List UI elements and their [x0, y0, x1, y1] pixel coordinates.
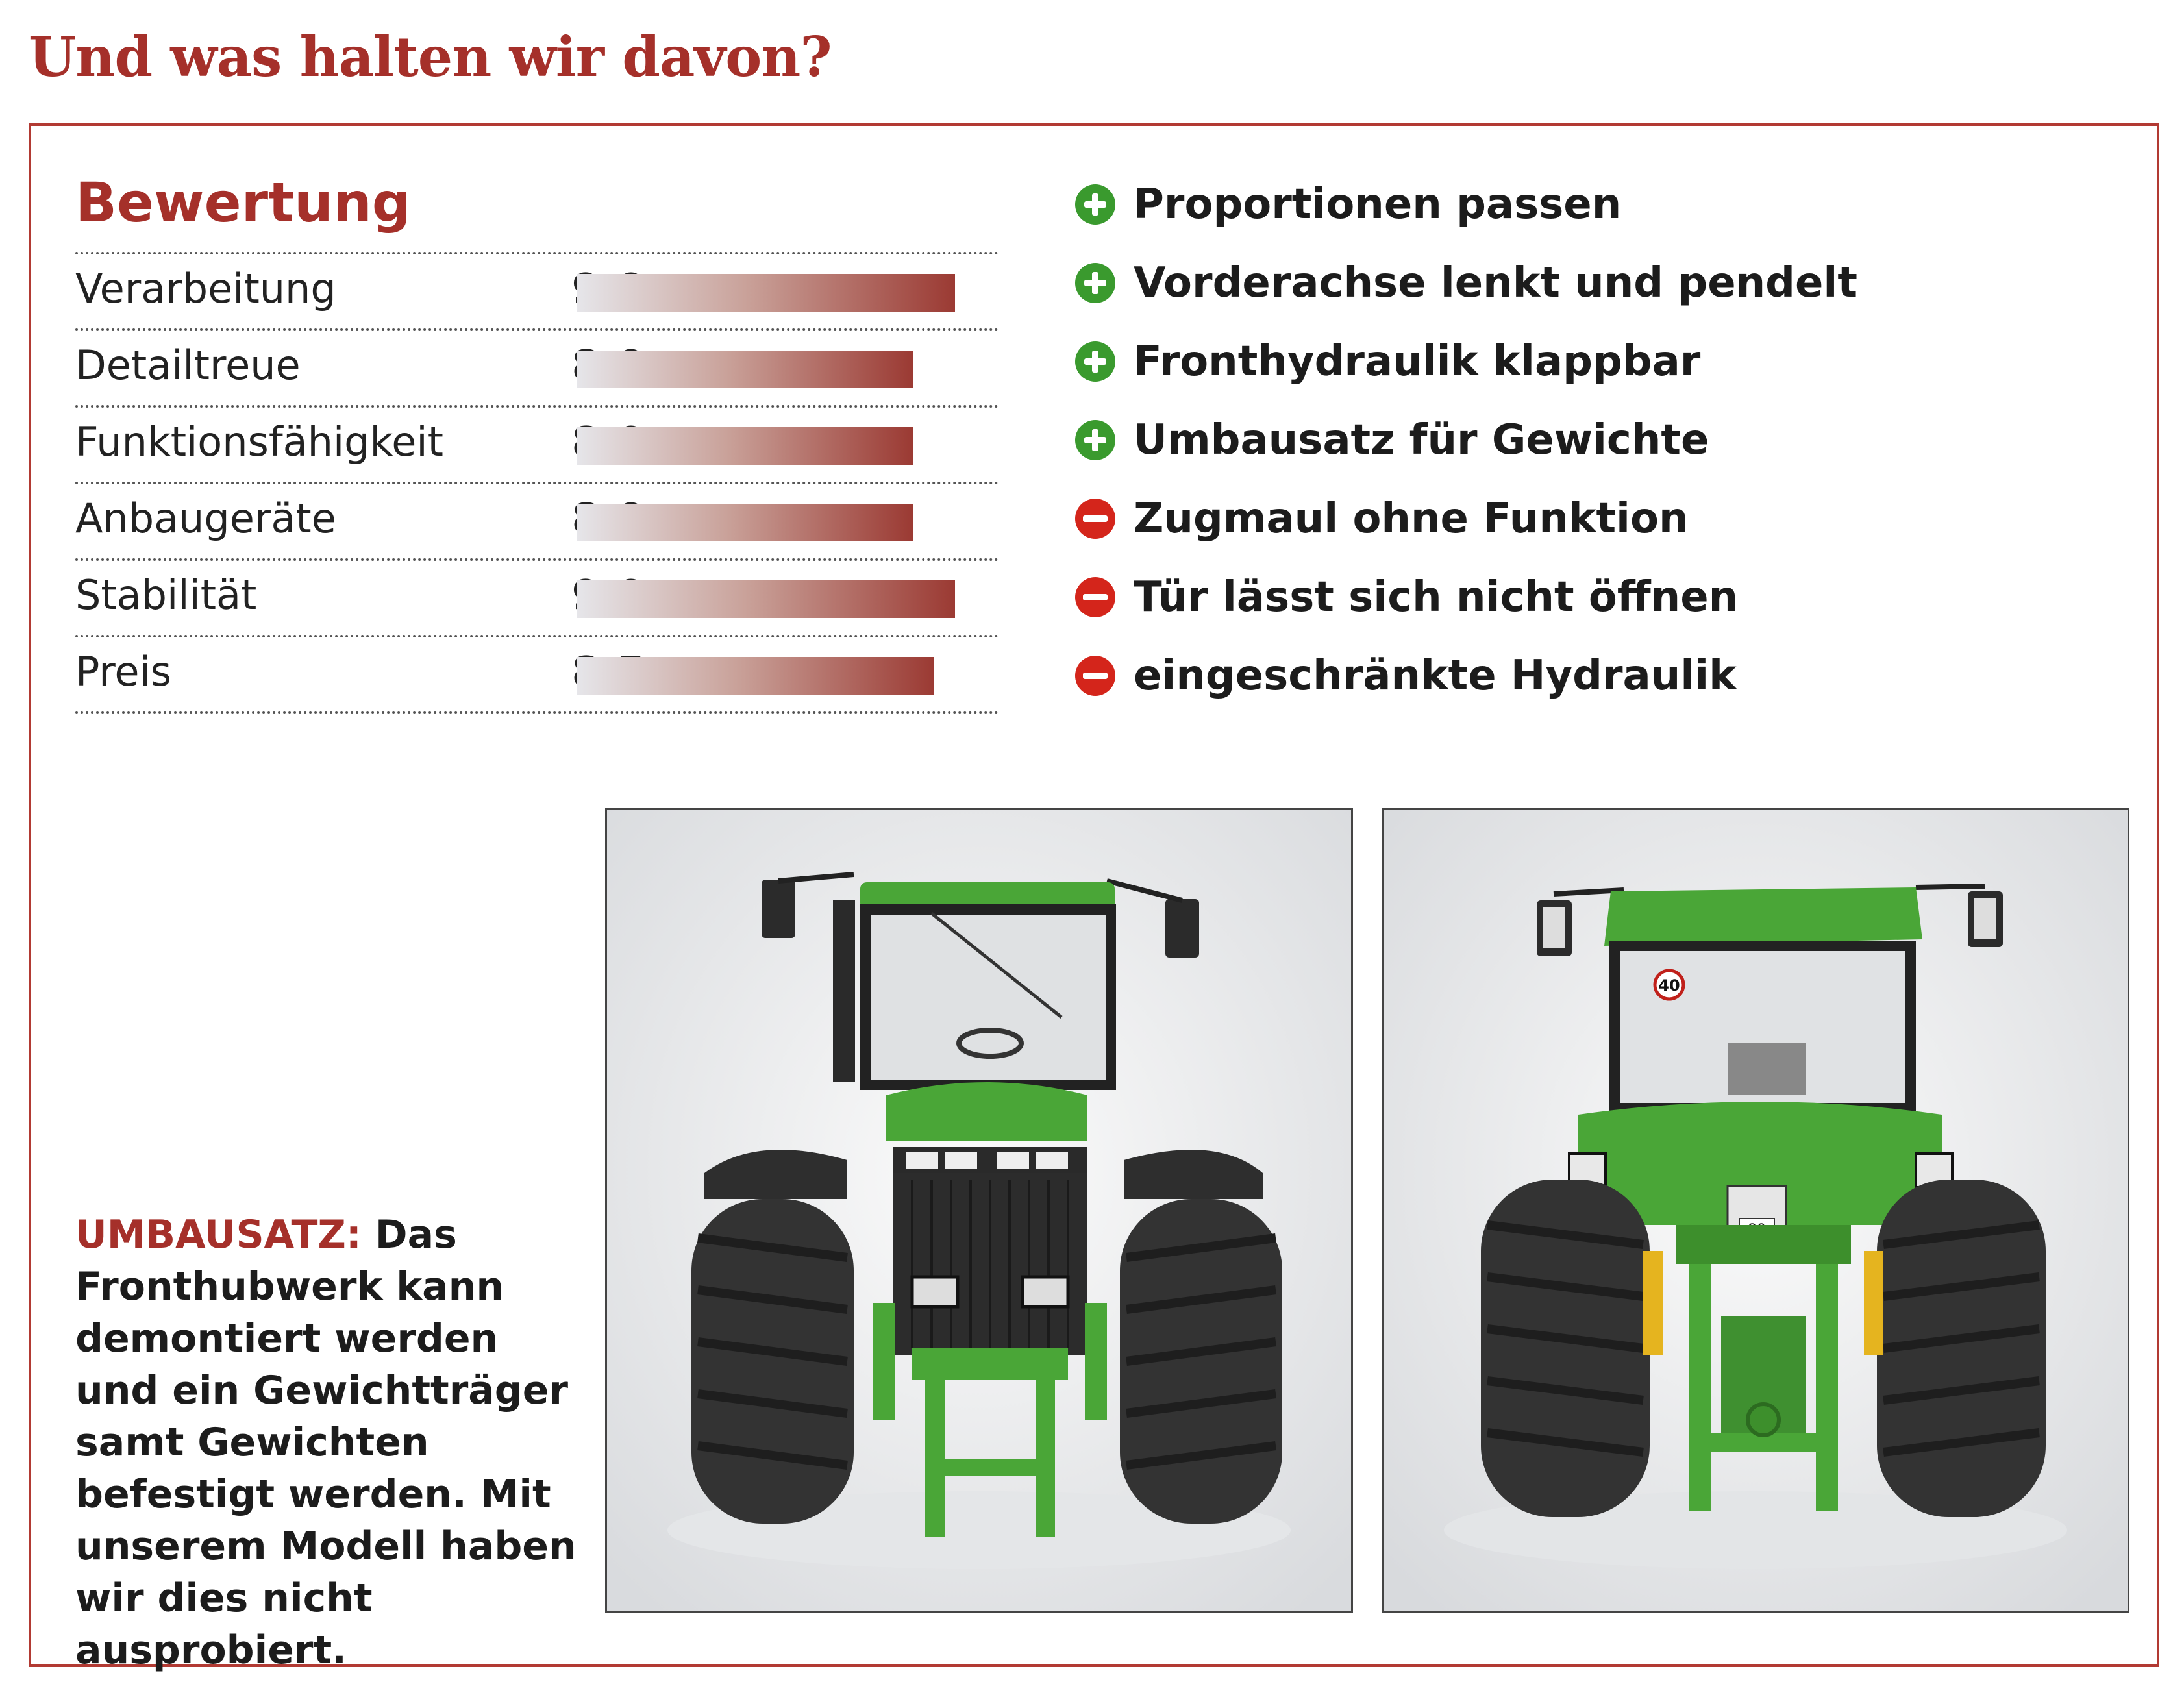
rating-label: Stabilität: [75, 571, 257, 619]
plus-circle-icon: [1075, 341, 1115, 382]
rating-label: Verarbeitung: [75, 265, 336, 312]
rating-row: Stabilität 9,0: [75, 558, 999, 635]
rating-table: Verarbeitung 9,0 Detailtreue 8,0 Funktio…: [75, 252, 999, 714]
rating-bar: [577, 427, 913, 465]
photo-caption: UMBAUSATZ: Das Fronthubwerk kann demonti…: [75, 1209, 595, 1676]
minus-circle-icon: [1075, 656, 1115, 696]
pro-text: Umbausatz für Gewichte: [1134, 416, 1709, 464]
review-box-frame: [29, 123, 2159, 1667]
caption-keyword: UMBAUSATZ:: [75, 1212, 362, 1257]
pro-text: Fronthydraulik klappbar: [1134, 338, 1701, 386]
caption-text: Das Fronthubwerk kann demontiert werden …: [75, 1212, 577, 1673]
rating-row: Preis 8,5: [75, 635, 999, 714]
pro-text: Vorderachse lenkt und pendelt: [1134, 259, 1857, 307]
page-headline: Und was halten wir davon?: [29, 25, 832, 89]
rating-label: Funktionsfähigkeit: [75, 418, 443, 465]
speed-sign-text: 40: [1658, 976, 1680, 995]
pro-text: Proportionen passen: [1134, 180, 1622, 229]
con-text: Zugmaul ohne Funktion: [1134, 495, 1689, 543]
rating-bar: [577, 504, 913, 541]
rating-bar: [577, 351, 913, 388]
rating-row: Anbaugeräte 8,0: [75, 482, 999, 558]
plus-circle-icon: [1075, 263, 1115, 303]
minus-circle-icon: [1075, 577, 1115, 617]
rating-bar: [577, 274, 955, 312]
plus-circle-icon: [1075, 420, 1115, 460]
rating-row: Funktionsfähigkeit 8,0: [75, 405, 999, 482]
minus-circle-icon: [1075, 499, 1115, 539]
tractor-front-photo: [605, 808, 1353, 1613]
tractor-rear-photo: 40 80: [1382, 808, 2129, 1613]
rating-section-title: Bewertung: [75, 171, 411, 234]
con-text: eingeschränkte Hydraulik: [1134, 652, 1737, 700]
rating-label: Detailtreue: [75, 341, 301, 389]
rating-bar: [577, 657, 934, 695]
con-text: Tür lässt sich nicht öffnen: [1134, 573, 1739, 621]
rating-label: Preis: [75, 648, 172, 695]
rating-row: Detailtreue 8,0: [75, 328, 999, 405]
rating-row: Verarbeitung 9,0: [75, 252, 999, 328]
rating-label: Anbaugeräte: [75, 495, 336, 542]
rating-bar: [577, 580, 955, 618]
plus-circle-icon: [1075, 184, 1115, 225]
